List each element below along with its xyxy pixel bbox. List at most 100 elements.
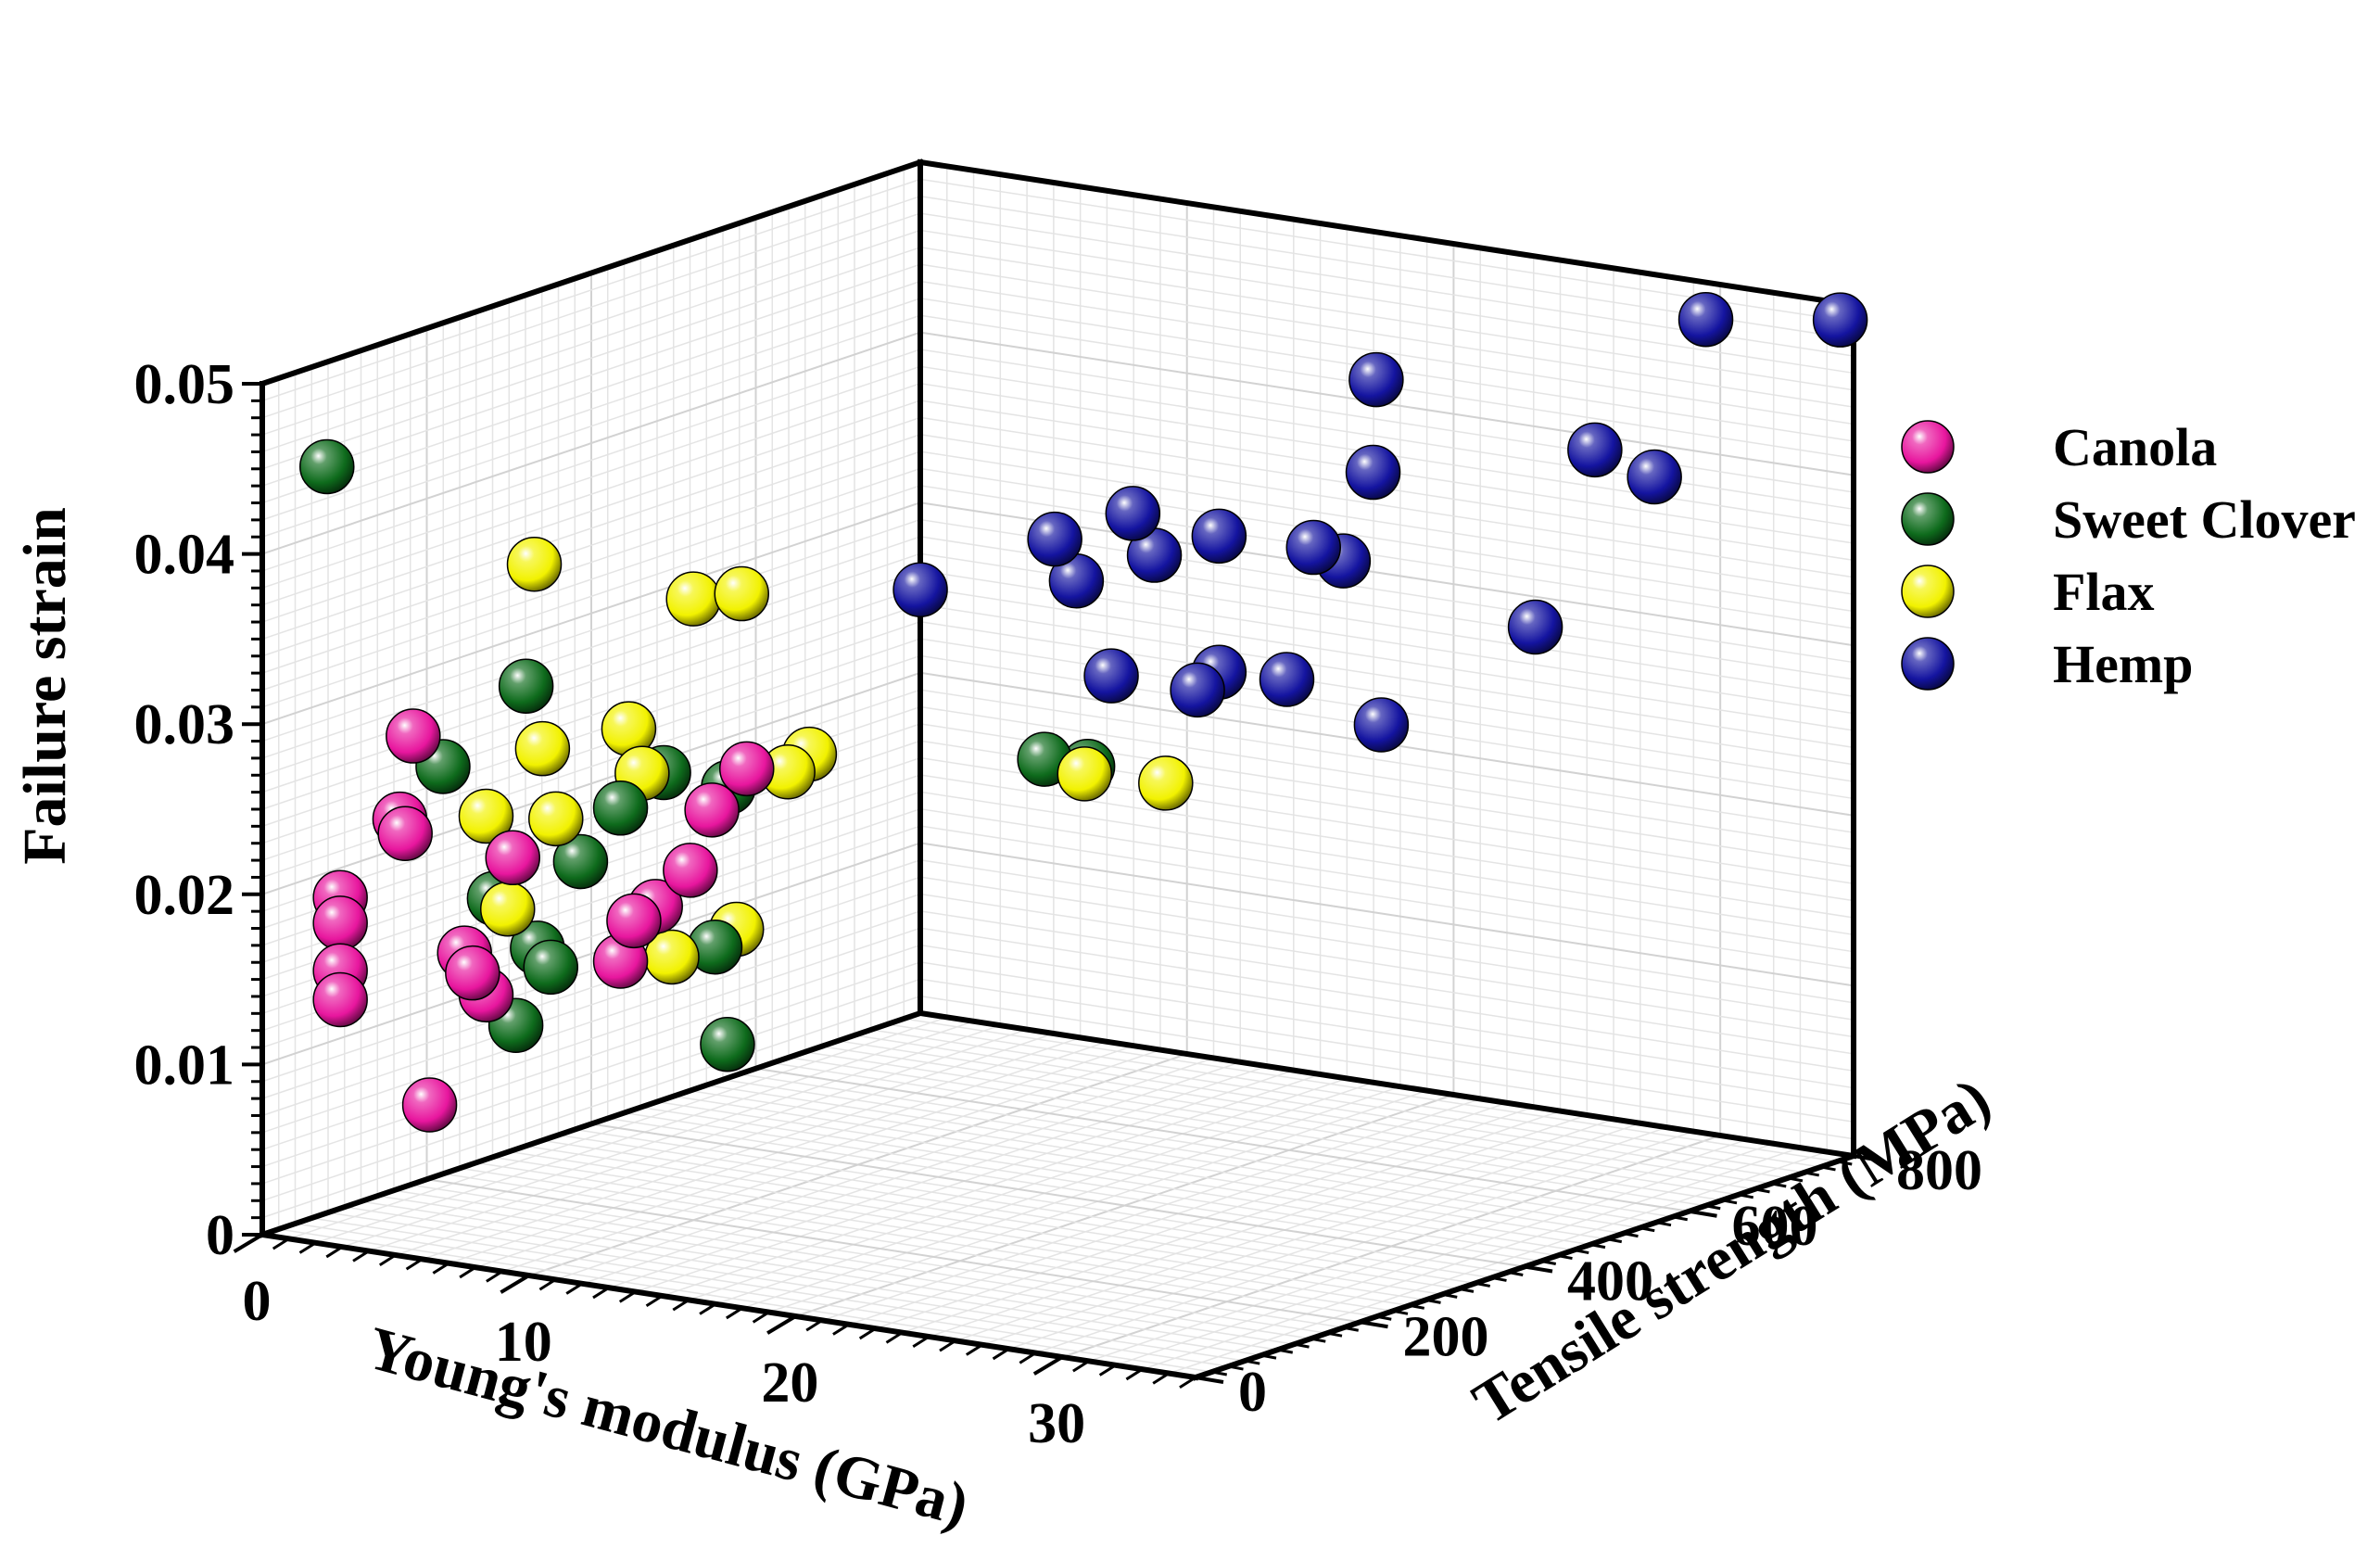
y-minor-tick — [1623, 1232, 1639, 1238]
data-point-flax — [1138, 755, 1194, 811]
data-point-hemp — [1170, 662, 1225, 718]
y-minor-tick — [1294, 1342, 1310, 1349]
axis-edge — [917, 159, 1857, 309]
y-minor-tick — [1277, 1348, 1294, 1354]
data-point-canola — [485, 830, 541, 886]
grid-line — [261, 842, 921, 1066]
grid-line — [475, 1161, 1410, 1307]
grid-line — [261, 434, 921, 657]
axis-ticks — [233, 382, 1882, 1389]
grid-line — [261, 212, 921, 436]
grid-line — [361, 1200, 1295, 1345]
grid-line — [919, 893, 1855, 1038]
grid-line — [344, 1206, 1278, 1351]
grid-line — [706, 1084, 1640, 1229]
y-minor-tick — [1392, 1309, 1409, 1315]
data-point-hemp — [1567, 422, 1623, 478]
grid-line — [261, 825, 921, 1048]
data-point-canola — [377, 806, 433, 861]
data-point-sweet-clover — [299, 438, 355, 495]
grid-line — [919, 689, 1855, 833]
z-tick-label: 0.02 — [134, 864, 235, 927]
grid-line — [261, 603, 921, 828]
y-minor-tick — [1326, 1331, 1343, 1338]
data-point-flax — [458, 788, 514, 844]
axis-edge — [259, 1231, 1199, 1381]
axis-edge — [917, 1009, 1857, 1160]
data-point-canola — [401, 1077, 458, 1133]
grid-line — [919, 263, 1855, 408]
x-minor-tick — [912, 1335, 930, 1349]
grid-line — [278, 1228, 1212, 1373]
y-tick-label: 800 — [1896, 1139, 1982, 1202]
y-minor-tick — [1738, 1193, 1754, 1199]
data-point-hemp — [1027, 511, 1082, 567]
y-minor-tick — [1228, 1364, 1244, 1371]
x-minor-tick — [1179, 1376, 1196, 1389]
grid-line — [656, 1100, 1591, 1246]
data-point-hemp — [1105, 486, 1161, 541]
y-minor-tick — [1458, 1287, 1475, 1293]
x-minor-tick — [405, 1258, 424, 1271]
legend: Canola Sweet Clover Flax Hemp — [1901, 417, 2356, 694]
legend-label-canola: Canola — [2053, 417, 2217, 477]
legend-marker-sweet-clover — [1901, 492, 1955, 546]
legend-label-flax: Flax — [2053, 562, 2155, 622]
grid-line — [261, 910, 921, 1134]
grid-line — [261, 501, 921, 726]
y-tick-label: 200 — [1403, 1305, 1489, 1368]
y-minor-tick — [1606, 1237, 1623, 1244]
y-minor-tick — [1491, 1275, 1507, 1282]
data-point-flax — [528, 791, 584, 847]
x-minor-tick — [486, 1270, 503, 1283]
x-minor-tick — [1098, 1364, 1117, 1377]
axis-edge — [259, 1009, 924, 1238]
grid-line — [261, 178, 921, 402]
x-minor-tick — [805, 1319, 823, 1332]
y-minor-tick — [1310, 1337, 1326, 1343]
grid-line — [261, 280, 921, 504]
x-minor-tick — [992, 1347, 1010, 1361]
y-minor-tick — [1540, 1260, 1557, 1265]
grid-line — [919, 587, 1855, 731]
data-point-sweet-clover — [498, 658, 554, 714]
data-point-hemp — [1285, 519, 1342, 576]
x-minor-tick — [565, 1282, 584, 1295]
data-point-canola — [606, 893, 662, 949]
grid-line — [327, 1212, 1262, 1356]
y-minor-tick — [1787, 1176, 1804, 1183]
grid-line — [919, 229, 1855, 374]
data-point-sweet-clover — [592, 780, 649, 836]
x-minor-tick — [1072, 1360, 1090, 1373]
x-minor-tick — [459, 1265, 476, 1279]
data-point-canola — [663, 843, 718, 898]
grid-line — [492, 1156, 1426, 1301]
grid-line — [919, 705, 1855, 851]
z-tick-label: 0.04 — [134, 524, 235, 587]
x-tick — [1032, 1355, 1064, 1376]
y-minor-tick — [1557, 1254, 1573, 1261]
grid-line — [919, 485, 1855, 629]
data-point-hemp — [1353, 697, 1410, 753]
grid-line — [261, 331, 921, 555]
x-minor-tick — [538, 1278, 557, 1291]
grid-line — [690, 1089, 1624, 1235]
grid-line — [640, 1106, 1575, 1251]
data-point-hemp — [1677, 291, 1734, 348]
grid-line — [919, 995, 1855, 1140]
grid-line — [377, 1195, 1311, 1339]
legend-marker-hemp — [1901, 637, 1955, 691]
y-minor-tick — [1655, 1221, 1672, 1227]
grid-line — [261, 314, 921, 538]
y-minor-tick — [1573, 1249, 1589, 1255]
y-minor-tick — [1409, 1303, 1425, 1310]
grid-line — [261, 791, 921, 1015]
y-minor-tick — [1672, 1215, 1689, 1222]
grid-line — [393, 1189, 1328, 1334]
grid-line — [722, 1078, 1657, 1224]
grid-line — [673, 1095, 1607, 1240]
grid-line — [261, 349, 921, 572]
axis-labels: 0 0.01 0.02 0.03 0.04 0.05 0 10 20 30 0 200 400 600 80… — [134, 353, 1983, 1455]
x-tick-label: 30 — [1028, 1392, 1085, 1455]
